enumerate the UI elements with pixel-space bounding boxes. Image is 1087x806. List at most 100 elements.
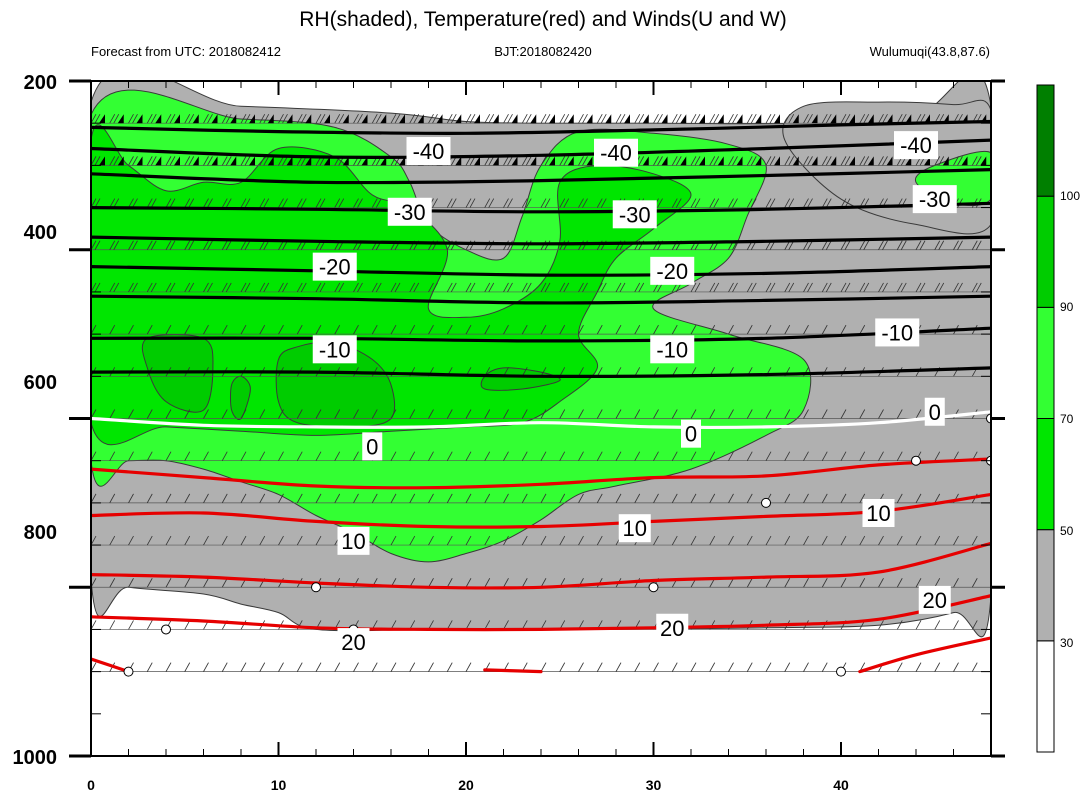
wind-barb [578, 198, 588, 208]
wind-barb [709, 198, 720, 208]
wind-barb [803, 662, 809, 672]
wind-barb [465, 535, 472, 546]
svg-text:0: 0 [929, 400, 941, 425]
wind-barb [878, 620, 884, 630]
wind-barb [821, 156, 837, 166]
wind-barb [840, 240, 851, 250]
svg-text:0: 0 [366, 434, 378, 459]
wind-barb [765, 409, 772, 419]
wind-barb [821, 578, 828, 588]
wind-barb [578, 156, 593, 166]
wind-barb [915, 409, 922, 419]
wind-barb [878, 156, 893, 166]
wind-barb [184, 240, 195, 250]
wind-barb [371, 493, 378, 504]
wind-barb [690, 198, 701, 208]
temperature-contour [91, 168, 991, 185]
wind-barb [428, 493, 434, 504]
wind-barb [671, 113, 687, 124]
wind-barb [390, 113, 405, 124]
wind-barb [728, 451, 734, 461]
wind-barb [259, 493, 266, 504]
temperature-contour [91, 594, 991, 632]
wind-barb [128, 409, 134, 419]
contour-label: 20 [918, 585, 951, 614]
colorbar-label: 30 [1060, 636, 1074, 650]
wind-barb [859, 324, 866, 335]
wind-barb [278, 493, 284, 504]
wind-barb [484, 620, 491, 630]
wind-barb [765, 451, 772, 461]
wind-barb [240, 451, 247, 461]
wind-barb [390, 662, 397, 672]
wind-barb [746, 493, 753, 504]
wind-barb [390, 451, 397, 461]
wind-barb [221, 240, 232, 250]
wind-barb [296, 662, 303, 672]
contour-label: -40 [406, 137, 451, 166]
wind-barb [259, 324, 266, 335]
wind-barb [690, 662, 697, 672]
wind-barb [765, 113, 780, 124]
wind-barb [503, 578, 509, 588]
colorbar-swatch [1036, 306, 1055, 420]
wind-barb [559, 324, 566, 335]
wind-barb [240, 240, 251, 250]
wind-barb [896, 451, 903, 461]
wind-barb [484, 535, 491, 546]
wind-barb [878, 578, 884, 588]
wind-barb [146, 409, 153, 419]
wind-barb [671, 662, 678, 672]
wind-barb [728, 535, 734, 546]
wind-barb [465, 662, 472, 672]
wind-barb [915, 282, 926, 293]
wind-barb [953, 240, 963, 250]
wind-barb [934, 451, 941, 461]
wind-barb [278, 662, 284, 672]
wind-barb [203, 493, 209, 504]
wind-barb [315, 662, 322, 672]
colorbar-swatch [1036, 195, 1055, 308]
wind-barb [765, 662, 772, 672]
wind-barb [840, 578, 847, 588]
wind-barb [465, 620, 472, 630]
wind-barb [296, 409, 303, 419]
wind-barb [221, 198, 232, 208]
wind-barb [128, 198, 138, 208]
wind-barb [315, 324, 322, 335]
wind-barb [953, 620, 959, 630]
wind-barb [315, 198, 326, 208]
wind-barb [709, 113, 724, 124]
wind-barb [428, 113, 443, 124]
wind-barb [784, 493, 791, 504]
wind-barb [540, 198, 551, 208]
wind-barb [503, 156, 518, 166]
wind-barb [615, 662, 622, 672]
wind-barb [765, 324, 772, 335]
wind-barb [634, 113, 649, 124]
svg-text:-40: -40 [900, 133, 932, 158]
wind-barb [653, 493, 659, 504]
axes [69, 79, 1005, 758]
wind-barb [278, 156, 293, 166]
wind-barb [521, 198, 532, 208]
wind-barb [259, 282, 270, 293]
temperature-contour [91, 294, 991, 305]
wind-barb [484, 198, 495, 208]
wind-barb [821, 535, 828, 546]
wind-barb [540, 282, 551, 293]
calm-wind-circle [986, 413, 991, 424]
wind-barb [146, 578, 153, 588]
wind-barb [259, 409, 266, 419]
wind-barb [428, 662, 434, 672]
svg-text:-40: -40 [600, 141, 632, 166]
wind-barb [203, 409, 209, 419]
wind-barb [803, 409, 809, 419]
wind-barb [728, 409, 734, 419]
wind-barb [446, 113, 462, 124]
colorbar-label: 50 [1060, 524, 1074, 538]
wind-barb [390, 324, 397, 335]
wind-barb [653, 113, 668, 124]
wind-barb [953, 282, 963, 293]
wind-barb [765, 282, 776, 293]
